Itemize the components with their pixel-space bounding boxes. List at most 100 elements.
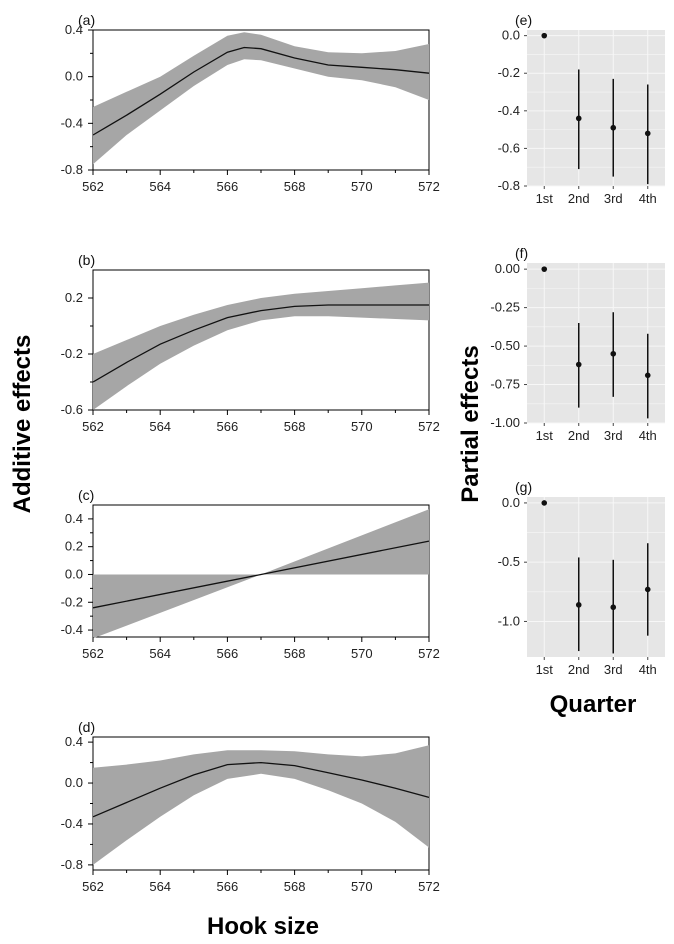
panel-label: (g) (515, 479, 532, 495)
panel-g: (g) 1st 2nd 3rd 4th 0.0 -0.5 -1.0 (498, 479, 665, 677)
point-estimate (610, 604, 617, 611)
y-tick-label: -1.0 (498, 613, 520, 628)
point-estimate (575, 115, 582, 122)
right-y-axis-label: Partial effects (457, 345, 484, 502)
x-tick-label: 570 (351, 646, 373, 661)
y-tick-label: 0.2 (65, 539, 83, 554)
x-tick-label: 564 (149, 879, 171, 894)
y-tick-label: 0.4 (65, 22, 83, 37)
plot-background (527, 497, 665, 657)
smooth-line (92, 304, 429, 383)
point-estimate (541, 32, 548, 39)
y-tick-label: 0.0 (65, 69, 83, 84)
x-tick-label: 568 (284, 419, 306, 434)
plot-background (527, 263, 665, 423)
y-tick-label: 0.00 (495, 261, 520, 276)
confidence-band (93, 32, 429, 165)
x-tick-label: 2nd (568, 428, 590, 443)
point-estimate (644, 130, 651, 137)
y-tick-label: -0.4 (61, 115, 83, 130)
y-tick-label: -0.4 (498, 103, 520, 118)
y-tick-label: -0.2 (61, 594, 83, 609)
point-estimate (644, 586, 651, 593)
y-tick-label: -0.2 (498, 65, 520, 80)
y-tick-label: -0.8 (61, 162, 83, 177)
left-y-axis-label: Additive effects (9, 335, 36, 514)
y-tick-label: -0.6 (498, 140, 520, 155)
panel-label: (c) (78, 487, 94, 503)
confidence-band (93, 745, 429, 865)
panel-label: (d) (78, 719, 95, 735)
x-tick-label: 3rd (604, 428, 623, 443)
x-tick-label: 562 (82, 419, 104, 434)
panel-d: (d) 562 564 566 568 570 572 -0.8 -0.4 0.0 0.4 (61, 719, 440, 894)
y-tick-label: -0.8 (61, 857, 83, 872)
x-tick-label: 3rd (604, 662, 623, 677)
x-tick-label: 572 (418, 179, 440, 194)
panel-a: (a) 562 564 566 568 570 572 -0.8 -0.4 0.0 0.4 (61, 12, 440, 194)
x-tick-label: 570 (351, 179, 373, 194)
x-tick-label: 564 (149, 419, 171, 434)
y-tick-label: 0.4 (65, 511, 83, 526)
point-estimate (541, 500, 548, 506)
x-tick-label: 1st (536, 428, 554, 443)
y-tick-label: -0.75 (490, 377, 520, 392)
x-tick-label: 572 (418, 879, 440, 894)
panel-c: (c) 562 564 566 568 570 572 -0.4 -0.2 0.0 0.2 0.4 (61, 487, 440, 661)
x-tick-label: 568 (284, 646, 306, 661)
x-tick-label: 566 (217, 879, 239, 894)
x-tick-label: 2nd (568, 662, 590, 677)
panel-label: (b) (78, 252, 95, 268)
smooth-line (92, 761, 430, 818)
point-estimate (610, 124, 617, 131)
smooth-line (92, 540, 430, 609)
y-tick-label: 0.0 (502, 495, 520, 510)
x-tick-label: 572 (418, 419, 440, 434)
point-estimate (575, 602, 582, 608)
y-tick-label: 0.4 (65, 734, 83, 749)
panel-e: (e) 1st 2nd 3rd 4th 0.0 -0.2 -0.4 -0.6 -0.8 (498, 12, 665, 206)
y-tick-label: -0.4 (61, 816, 83, 831)
x-tick-label: 570 (351, 419, 373, 434)
x-tick-label: 568 (284, 179, 306, 194)
x-tick-label: 566 (217, 179, 239, 194)
point-estimate (541, 266, 548, 272)
y-tick-label: -0.50 (490, 338, 520, 353)
y-tick-label: -1.00 (490, 415, 520, 430)
y-tick-label: 0.2 (65, 290, 83, 305)
panel-label: (e) (515, 12, 532, 28)
x-tick-label: 566 (217, 646, 239, 661)
confidence-band (93, 509, 429, 639)
point-estimate (644, 372, 651, 379)
x-tick-label: 562 (82, 879, 104, 894)
x-tick-label: 4th (639, 662, 657, 677)
x-tick-label: 4th (639, 191, 657, 206)
x-tick-label: 4th (639, 428, 657, 443)
x-tick-label: 562 (82, 646, 104, 661)
y-tick-label: -0.5 (498, 554, 520, 569)
x-tick-label: 562 (82, 179, 104, 194)
y-tick-label: -0.8 (498, 178, 520, 193)
right-x-axis-label: Quarter (550, 691, 637, 718)
x-tick-label: 3rd (604, 191, 623, 206)
y-tick-label: -0.4 (61, 622, 83, 637)
confidence-band (93, 282, 429, 410)
x-tick-label: 564 (149, 646, 171, 661)
x-tick-label: 564 (149, 179, 171, 194)
x-tick-label: 570 (351, 879, 373, 894)
x-tick-label: 566 (217, 419, 239, 434)
y-tick-label: 0.0 (65, 566, 83, 581)
left-x-axis-label: Hook size (207, 913, 319, 940)
panel-label: (f) (515, 245, 528, 261)
x-tick-label: 1st (536, 191, 554, 206)
y-tick-label: 0.0 (502, 28, 520, 43)
panel-b: (b) 562 564 566 568 570 572 -0.6 -0.2 0.2 (61, 252, 440, 434)
plot-background (527, 30, 665, 186)
point-estimate (610, 350, 617, 357)
x-tick-label: 2nd (568, 191, 590, 206)
panel-f: (f) 1st 2nd 3rd 4th 0.00 -0.25 -0.50 -0.75 -1.00 (490, 245, 665, 443)
panel-label: (a) (78, 12, 95, 28)
x-tick-label: 572 (418, 646, 440, 661)
y-tick-label: 0.0 (65, 775, 83, 790)
